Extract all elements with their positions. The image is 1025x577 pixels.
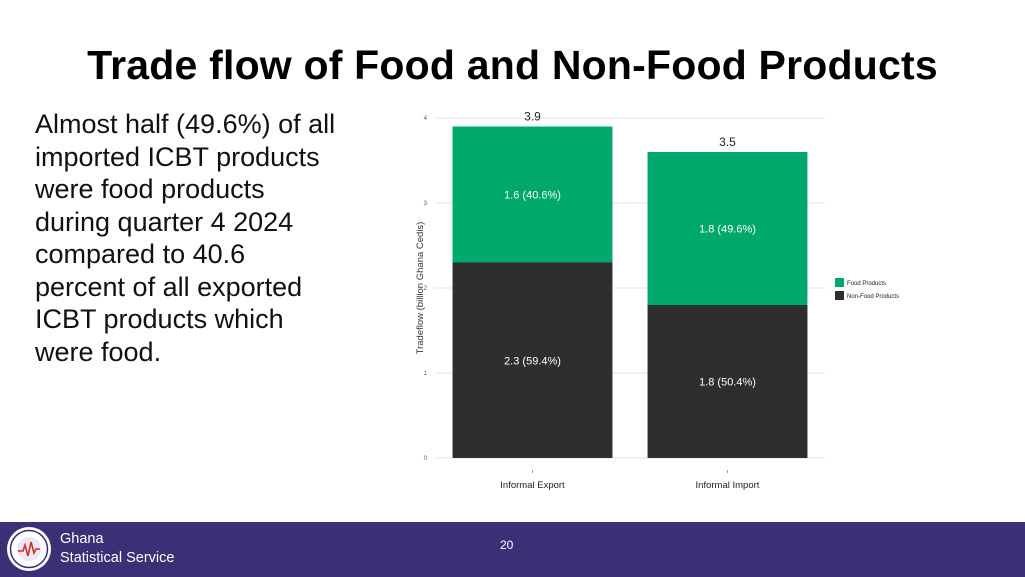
summary-line: compared to 40.6 [35,239,246,269]
slide-title: Trade flow of Food and Non-Food Products [87,42,938,88]
summary-line: during quarter 4 2024 [35,206,294,237]
y-tick-label: 3 [424,201,428,207]
summary-line: ICBT products which [35,304,284,334]
bar-value-label: 1.8 (49.6%) [699,224,756,236]
page-number: 20 [500,538,514,552]
y-tick-label: 0 [424,456,428,462]
bar-non-food-products [452,262,613,458]
summary-text: Almost half (49.6%) of all imported ICBT… [35,108,395,368]
org-name-line1: Ghana [60,531,104,547]
bar-food-products [452,126,613,263]
legend-swatch [835,291,844,300]
bar-non-food-products [647,305,808,458]
y-tick-label: 4 [424,116,428,122]
legend-label: Non-Food Products [847,294,899,300]
summary-line: Almost half (49.6%) of all [35,109,336,139]
x-tick-label: Informal Export [500,480,565,491]
legend-swatch [835,278,844,287]
bar-value-label: 2.3 (59.4%) [504,355,561,367]
summary-line: percent of all exported [35,271,303,302]
bar-value-label: 1.8 (50.4%) [699,377,756,389]
bar-food-products [647,152,808,305]
y-axis-label: Tradeflow (billion Ghana Cedis) [415,222,426,355]
bar-total-label: 3.9 [524,110,541,124]
y-tick-label: 1 [424,371,428,377]
footer-bar: Ghana Statistical Service 20 [0,522,1025,577]
gss-seal-icon [7,527,51,571]
tradeflow-stacked-bar-chart: 0 1 2 3 4 Tradeflow (billion Ghana Cedis) 2.3 … [415,110,899,492]
legend-label: Food Products [847,281,886,287]
summary-line: were food products [35,174,265,204]
org-name-line2: Statistical Service [60,550,175,566]
summary-line: were food. [35,336,162,367]
org-name: Ghana Statistical Service [60,530,174,568]
x-tick-label: Informal Import [696,480,760,491]
bar-value-label: 1.6 (40.6%) [504,190,561,202]
bar-total-label: 3.5 [719,135,736,149]
y-tick-label: 2 [424,286,428,292]
summary-line: imported ICBT products [35,141,320,172]
